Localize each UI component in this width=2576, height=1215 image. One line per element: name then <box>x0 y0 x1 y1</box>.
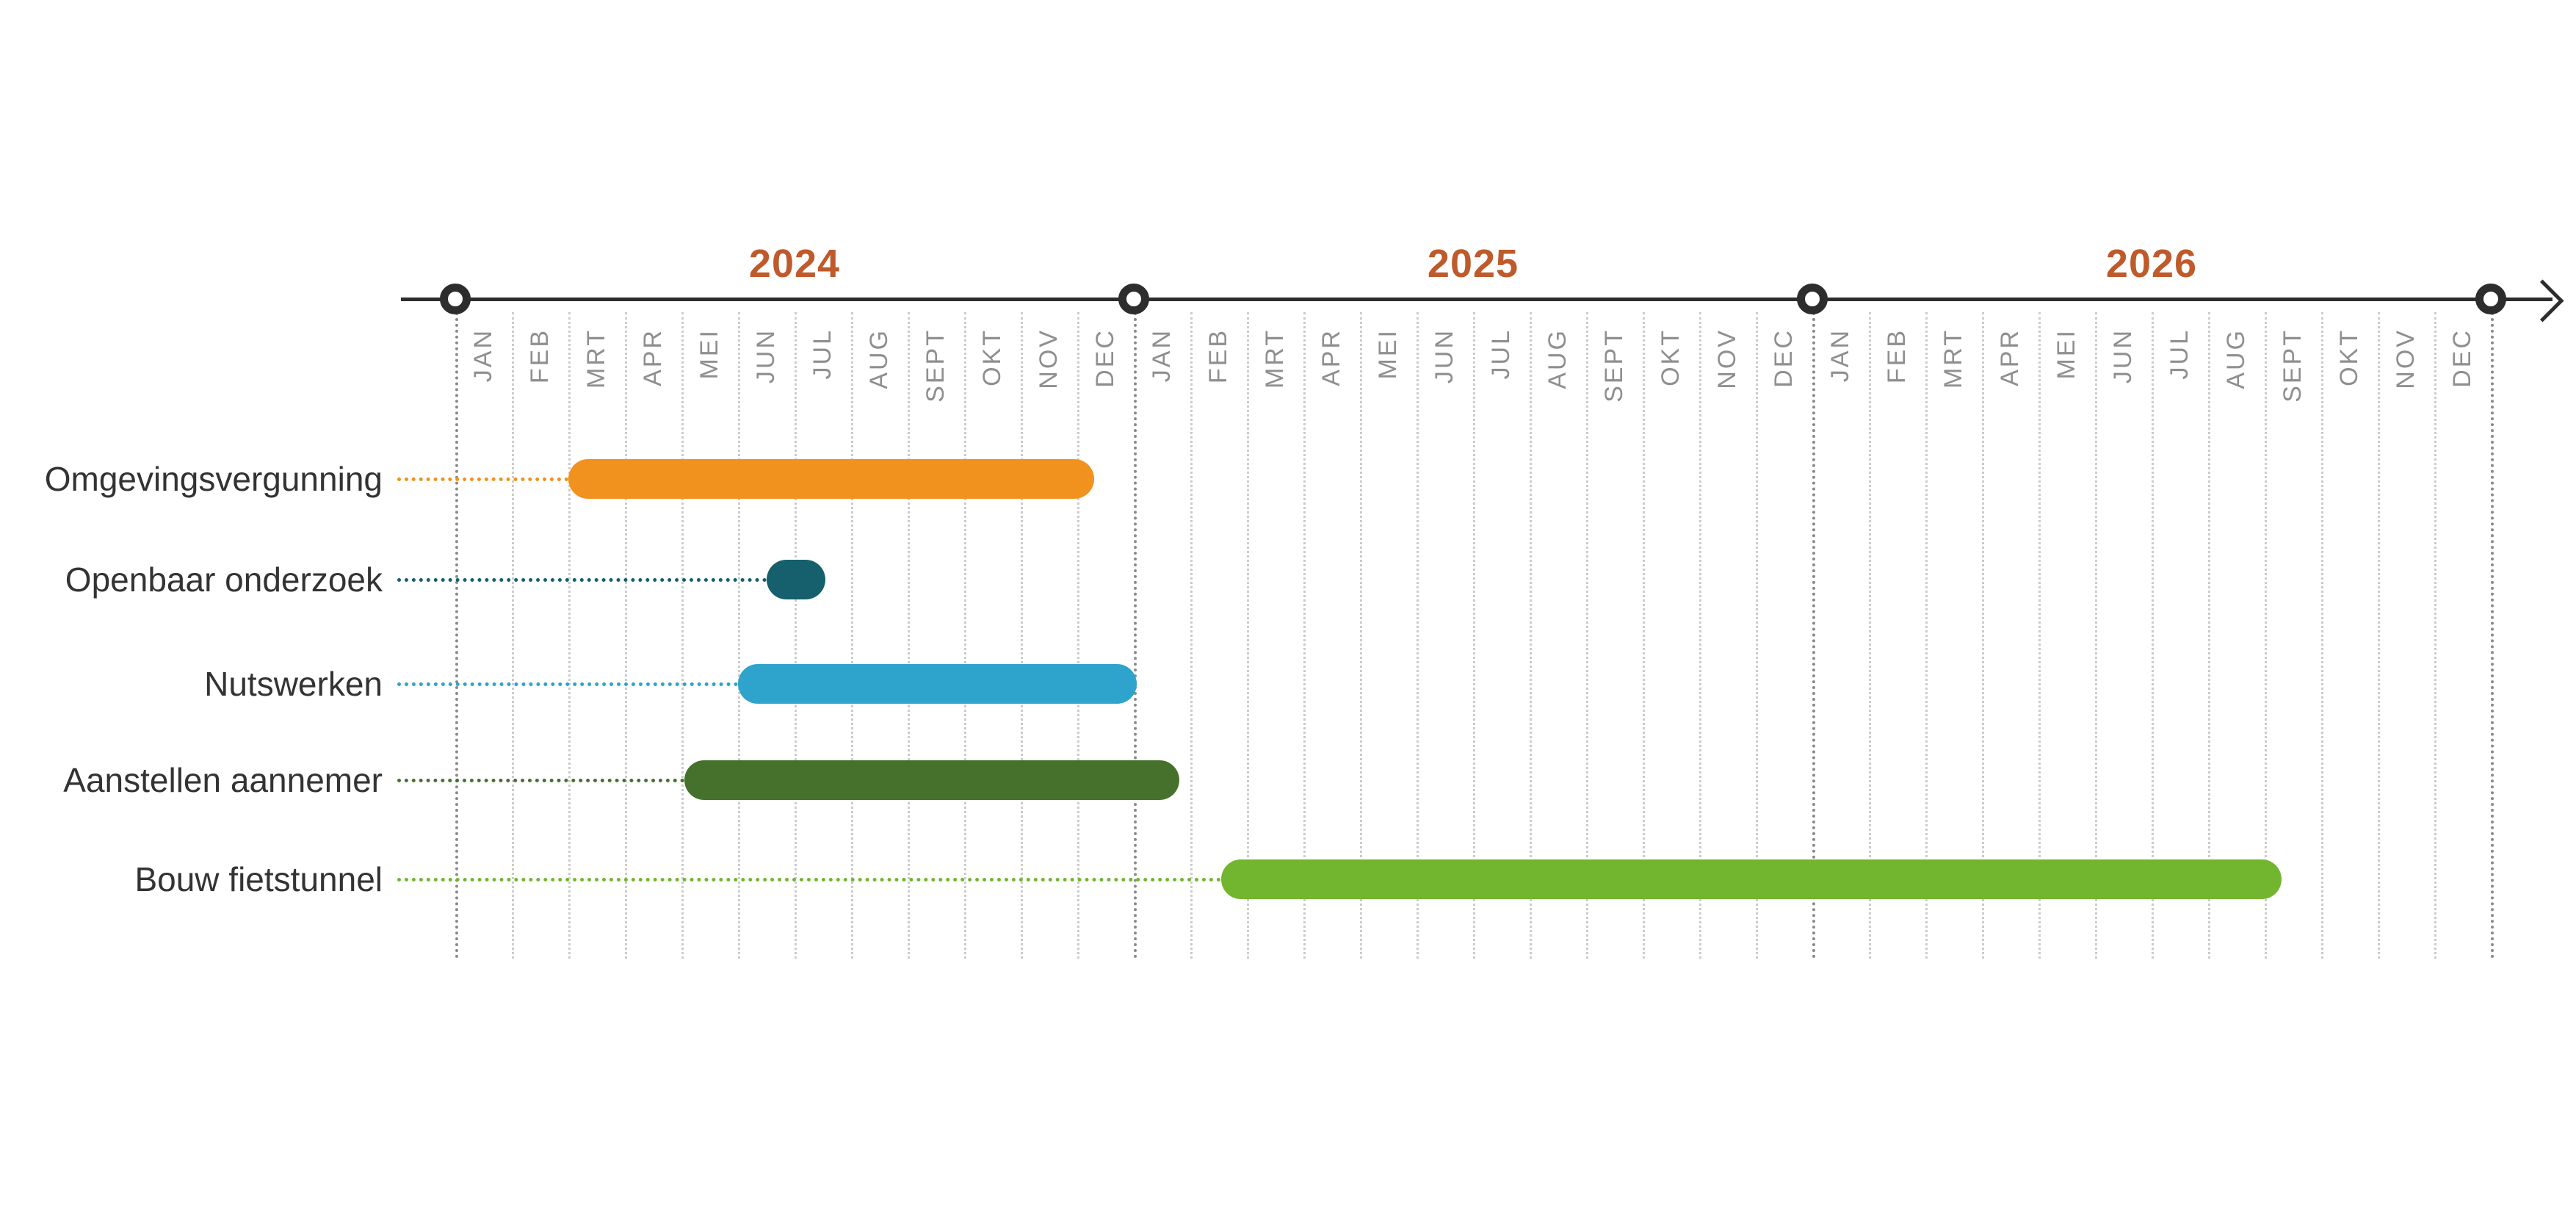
month-tick-label: APR <box>1995 328 2024 386</box>
month-tick-label: OKT <box>1656 328 1685 386</box>
month-tick-label: JAN <box>1147 328 1176 383</box>
month-gridline <box>1021 312 1023 959</box>
month-tick-label: FEB <box>1204 328 1232 384</box>
year-boundary-circle-icon <box>1797 284 1828 314</box>
month-tick-label: AUG <box>864 328 893 389</box>
month-gridline <box>2378 312 2380 959</box>
task-bar <box>738 664 1137 704</box>
month-tick-label: AUG <box>2221 328 2250 389</box>
month-gridline <box>1530 312 1532 959</box>
year-gridline <box>455 312 458 959</box>
month-gridline <box>1925 312 1928 959</box>
month-gridline <box>2038 312 2041 959</box>
month-gridline <box>851 312 853 959</box>
month-tick-label: JUN <box>2108 328 2137 384</box>
month-tick-label: DEC <box>1090 328 1119 388</box>
month-tick-label: OKT <box>2334 328 2363 386</box>
month-gridline <box>681 312 684 959</box>
month-gridline <box>2208 312 2210 959</box>
month-tick-label: NOV <box>2391 328 2420 389</box>
task-leader-line <box>397 477 568 481</box>
month-gridline <box>1586 312 1588 959</box>
month-gridline <box>908 312 910 959</box>
timeline-axis <box>401 297 2553 301</box>
month-gridline <box>1417 312 1419 959</box>
month-gridline <box>568 312 571 959</box>
task-bar <box>684 760 1179 800</box>
month-tick-label: APR <box>638 328 667 386</box>
month-tick-label: JUL <box>2165 328 2193 380</box>
month-tick-label: DEC <box>1769 328 1798 388</box>
month-gridline <box>795 312 797 959</box>
month-gridline <box>1756 312 1758 959</box>
month-tick-label: FEB <box>525 328 554 384</box>
month-gridline <box>1699 312 1701 959</box>
month-gridline <box>1473 312 1475 959</box>
task-leader-line <box>397 682 738 686</box>
year-boundary-circle-icon <box>2475 284 2506 314</box>
month-tick-label: MRT <box>1260 328 1289 389</box>
task-label: Aanstellen aannemer <box>63 761 383 799</box>
month-gridline <box>1643 312 1645 959</box>
month-tick-label: NOV <box>1712 328 1741 389</box>
year-boundary-circle-icon <box>440 284 471 314</box>
month-tick-label: JUN <box>751 328 780 384</box>
task-bar <box>766 560 826 599</box>
month-tick-label: JUL <box>1486 328 1515 380</box>
task-leader-line <box>397 577 767 582</box>
month-tick-label: AUG <box>1543 328 1571 389</box>
month-tick-label: APR <box>1317 328 1345 386</box>
month-gridline <box>964 312 966 959</box>
month-tick-label: JUL <box>808 328 836 380</box>
year-label: 2025 <box>1427 242 1519 286</box>
month-tick-label: MEI <box>1373 328 1402 380</box>
year-gridline <box>1134 312 1137 959</box>
year-gridline <box>1812 312 1815 959</box>
month-gridline <box>1360 312 1362 959</box>
task-label: Openbaar onderzoek <box>65 560 383 599</box>
year-label: 2026 <box>2105 242 2198 286</box>
month-gridline <box>2095 312 2097 959</box>
month-tick-label: JAN <box>1826 328 1854 383</box>
month-gridline <box>1982 312 1984 959</box>
month-tick-label: DEC <box>2447 328 2476 388</box>
task-label: Omgevingsvergunning <box>44 460 383 498</box>
month-tick-label: NOV <box>1034 328 1063 389</box>
month-tick-label: FEB <box>1882 328 1911 384</box>
month-gridline <box>1869 312 1871 959</box>
task-leader-line <box>397 778 684 782</box>
task-leader-line <box>397 877 1222 881</box>
month-gridline <box>1303 312 1306 959</box>
month-gridline <box>1247 312 1249 959</box>
task-bar <box>568 459 1095 499</box>
month-gridline <box>738 312 740 959</box>
month-gridline <box>512 312 514 959</box>
month-tick-label: SEPT <box>2278 328 2307 403</box>
month-tick-label: SEPT <box>1599 328 1628 403</box>
year-boundary-circle-icon <box>1118 284 1149 314</box>
month-tick-label: MEI <box>2052 328 2080 380</box>
month-gridline <box>2321 312 2323 959</box>
year-label: 2024 <box>748 242 841 286</box>
month-tick-label: JUN <box>1430 328 1458 384</box>
task-bar <box>1221 859 2282 899</box>
month-tick-label: OKT <box>977 328 1006 386</box>
month-gridline <box>625 312 627 959</box>
year-gridline <box>2491 312 2494 959</box>
month-gridline <box>1190 312 1193 959</box>
task-label: Nutswerken <box>204 665 383 703</box>
month-tick-label: SEPT <box>921 328 949 403</box>
task-label: Bouw fietstunnel <box>134 860 383 898</box>
month-gridline <box>1077 312 1079 959</box>
month-gridline <box>2265 312 2267 959</box>
month-tick-label: MRT <box>582 328 610 389</box>
month-tick-label: MRT <box>1939 328 1967 389</box>
month-gridline <box>2152 312 2154 959</box>
month-tick-label: JAN <box>468 328 497 383</box>
month-tick-label: MEI <box>695 328 723 380</box>
timeline-arrow-icon <box>2521 279 2564 322</box>
month-gridline <box>2434 312 2436 959</box>
